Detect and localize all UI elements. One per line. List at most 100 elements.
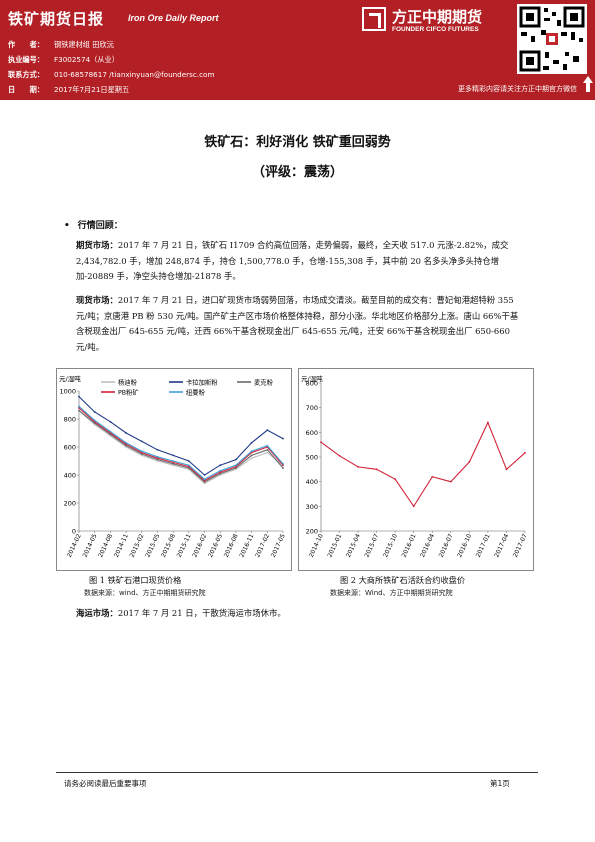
figure-1-caption: 图 1 铁矿石港口现货价格 xyxy=(89,575,182,585)
chart-1-point xyxy=(282,462,284,465)
chart-1-point xyxy=(187,460,190,462)
spot-text: 2017 年 7 月 21 日，进口矿现货市场弱势回落，市场成交清淡。截至目前的… xyxy=(76,295,519,352)
chart-1-point xyxy=(282,437,284,440)
chart-2-point xyxy=(394,478,397,481)
footer-divider xyxy=(56,772,538,773)
chart-1-series-line xyxy=(78,410,284,485)
chart-2-xtick-label: 2016-04 xyxy=(419,533,436,559)
meta-contact: 联系方式： 010-68578617 /tianxinyuan@foundersc… xyxy=(8,70,214,80)
spot-lead: 现货市场： xyxy=(76,295,118,305)
chart-1-xtick-label: 2014-11 xyxy=(113,533,130,559)
chart-1-legend-label: 卡拉加斯粉 xyxy=(186,378,218,387)
chart-2-xtick-label: 2017-04 xyxy=(493,533,510,559)
chart-2-xtick-label: 2015-04 xyxy=(345,533,362,559)
chart-2-point xyxy=(505,468,508,471)
article-rating: （评级：震荡） xyxy=(251,165,343,180)
chart-2-ylabel: 元/湿吨 xyxy=(301,374,323,383)
meta-author-label: 作 者： xyxy=(8,40,44,49)
chart-1-ytick-label: 400 xyxy=(64,472,76,480)
chart-1-xtick-label: 2016-08 xyxy=(223,533,240,559)
chart-2-ytick-label: 500 xyxy=(306,454,318,462)
chart-1-point xyxy=(140,450,143,453)
company-logo: 方正中期期货 FOUNDER CIFCO FUTURES xyxy=(362,6,512,40)
chart-1-point xyxy=(125,441,127,444)
chart-2-point xyxy=(357,465,359,468)
article-title: 铁矿石：利好消化 铁矿重回弱势 xyxy=(204,135,391,150)
section-heading: 行情回顾： xyxy=(64,218,123,231)
chart-1-point xyxy=(250,454,253,457)
chart-2-point xyxy=(487,421,489,424)
chart-1-legend-label: 麦克粉 xyxy=(254,378,274,387)
chart-1-point xyxy=(156,455,159,458)
spot-paragraph: 现货市场：2017 年 7 月 21 日，进口矿现货市场弱势回落，市场成交清淡。… xyxy=(76,293,519,357)
figure-1-source: 数据来源：wind、方正中期期货研究院 xyxy=(84,589,206,597)
chart-1-point xyxy=(156,458,159,461)
chart-1-ylabel: 元/湿吨 xyxy=(59,374,81,383)
chart-2-ytick-label: 200 xyxy=(306,528,318,536)
chart-1-point xyxy=(93,411,96,413)
chart-1-point xyxy=(187,464,190,467)
chart-2-xtick-label: 2016-10 xyxy=(456,533,473,559)
report-subtitle: Iron Ore Daily Report xyxy=(128,13,219,23)
meta-contact-value[interactable]: 010-68578617 /tianxinyuan@foundersc.com xyxy=(54,70,215,79)
chart-1-legend-label: PB粉矿 xyxy=(118,388,139,397)
chart-1-point xyxy=(250,441,253,444)
chart-1-point xyxy=(156,460,159,462)
chart-1-point xyxy=(203,474,206,476)
chart-1-point xyxy=(203,481,206,483)
chart-1-point xyxy=(219,469,222,472)
chart-1-point xyxy=(172,462,175,465)
footer-page-number: 第1页 xyxy=(490,779,510,788)
arrow-stem xyxy=(586,83,590,92)
chart-2-xtick-label: 2016-01 xyxy=(401,533,418,559)
chart-1-point xyxy=(219,464,222,467)
chart-1-point xyxy=(235,458,237,461)
shipping-text: 2017 年 7 月 21 日，干散货海运市场休市。 xyxy=(117,608,286,618)
chart-1-point xyxy=(172,464,175,467)
chart-1-legend-label: 纽曼粉 xyxy=(186,388,206,397)
chart-1-point xyxy=(203,479,206,482)
chart-1-point xyxy=(140,440,143,443)
chart-2: 元/湿吨 200 300 400 500 600 700 800 2014-10 2015-01 2… xyxy=(298,368,534,571)
chart-1-point xyxy=(93,419,96,422)
chart-1-xtick-label: 2015-11 xyxy=(176,533,193,559)
chart-1-point xyxy=(203,482,206,485)
chart-2-xtick-label: 2016-07 xyxy=(438,533,455,559)
chart-2-xtick-label: 2014-10 xyxy=(308,533,325,559)
chart-1-point xyxy=(125,443,127,446)
report-header: 铁矿期货日报 Iron Ore Daily Report 方正中期期货 FOUN… xyxy=(0,0,595,100)
meta-author-value: 钢铁建材组 田欣沅 xyxy=(54,40,114,49)
chart-1-point xyxy=(140,451,143,454)
chart-1-point xyxy=(125,432,127,434)
chart-1-series-line xyxy=(78,407,284,482)
chart-1-point xyxy=(172,454,175,457)
meta-license-value: F3002574（从业） xyxy=(54,55,119,64)
chart-1-point xyxy=(125,444,127,447)
chart-2-xtick-label: 2015-10 xyxy=(382,533,399,559)
chart-2-ytick-label: 400 xyxy=(306,478,318,486)
chart-1-point xyxy=(140,454,143,457)
chart-1-point xyxy=(109,430,112,433)
shipping-lead: 海运市场： xyxy=(76,608,118,618)
chart-1-series-line xyxy=(78,405,284,480)
chart-1-point xyxy=(78,405,80,408)
figure-2-source: 数据来源：Wind、方正中期期货研究院 xyxy=(330,589,453,597)
chart-1: 元/湿吨 0 200 400 600 800 1000 2014-02 2014-05 2014-… xyxy=(56,368,292,571)
chart-1-point xyxy=(172,460,175,462)
chart-2-xtick-label: 2015-07 xyxy=(364,533,381,559)
chart-2-ytick-label: 700 xyxy=(306,404,318,412)
wechat-link[interactable]: 更多精彩内容请关注方正中期官方微信 xyxy=(458,85,577,93)
chart-1-xtick-label: 2014-02 xyxy=(66,533,83,559)
chart-1-point xyxy=(219,474,222,476)
meta-license-label: 执业编号： xyxy=(8,55,44,64)
chart-2-point xyxy=(412,505,415,508)
meta-license: 执业编号： F3002574（从业） xyxy=(8,55,119,65)
chart-2-ytick-label: 600 xyxy=(306,429,318,437)
chart-1-legend-label: 杨迪粉 xyxy=(118,378,138,387)
chart-1-point xyxy=(266,429,269,432)
chart-2-point xyxy=(320,441,322,444)
figure-2-caption: 图 2 大商所铁矿石活跃合约收盘价 xyxy=(340,575,466,585)
chart-1-xtick-label: 2016-05 xyxy=(207,533,224,559)
chart-1-xtick-label: 2015-08 xyxy=(160,533,177,559)
